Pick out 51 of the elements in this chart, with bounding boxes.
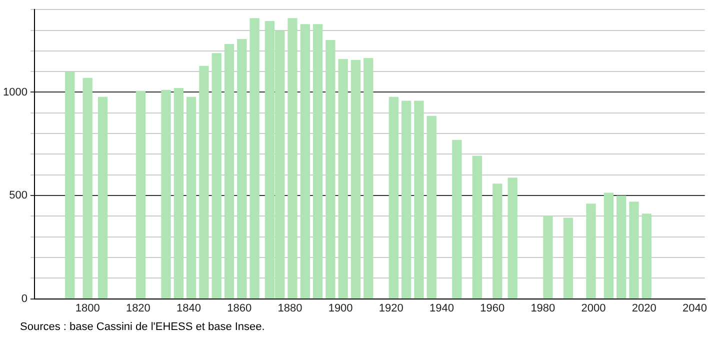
bar [543,216,553,299]
bar [452,140,462,299]
bar [288,18,298,299]
x-tick-label: 1940 [430,302,454,314]
bar [642,214,652,299]
bar [616,196,626,299]
x-tick-label: 1820 [126,302,150,314]
bar [492,184,502,299]
bar [508,178,518,299]
bar [426,116,436,299]
bar [199,66,209,299]
bar [629,202,639,299]
bar [604,192,614,299]
x-tick-label: 2020 [632,302,656,314]
bar [65,72,75,299]
bar [161,90,171,299]
bar [472,156,482,299]
bar [338,59,348,299]
bar [82,78,92,299]
x-tick-label: 1900 [328,302,353,314]
x-tick-label: 1920 [378,302,404,314]
bar [98,96,108,299]
bar [250,18,260,299]
bar [136,90,146,299]
x-tick-label: 1880 [278,302,302,314]
x-tick-label: 1800 [75,302,100,314]
y-tick-label: 500 [9,190,28,202]
bar [401,100,412,299]
x-tick-label: 2040 [682,302,707,314]
x-tick-label: 1960 [480,302,505,314]
x-tick-label: 2000 [581,302,606,314]
bar [174,88,184,299]
source-note: Sources : base Cassini de l'EHESS et base Insee. [20,321,265,333]
x-tick-label: 1980 [530,302,556,314]
bar [563,218,574,299]
bar [212,53,222,299]
bar [586,204,596,299]
y-tick-label: 0 [21,292,28,305]
bar [312,24,323,299]
bar [350,60,361,299]
bar [326,40,336,299]
y-tick-label: 1000 [2,86,28,98]
x-tick-label: 1860 [227,302,252,314]
bar [224,44,234,299]
bar [300,24,310,299]
x-tick-label: 1840 [176,302,202,314]
bar [388,96,399,299]
bar [414,100,424,299]
bar [364,58,374,299]
bar [186,96,196,299]
bar [237,39,247,299]
